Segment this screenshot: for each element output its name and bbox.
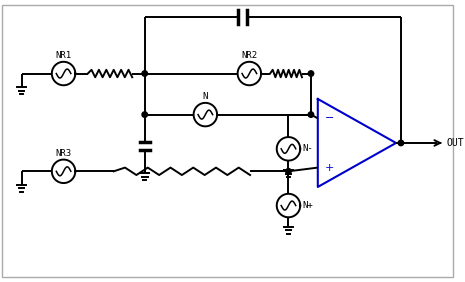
FancyBboxPatch shape (2, 5, 453, 277)
Text: NR2: NR2 (241, 51, 258, 60)
Circle shape (308, 112, 314, 117)
Text: +: + (325, 163, 334, 173)
Text: N: N (203, 92, 208, 101)
Circle shape (142, 112, 147, 117)
Text: −: − (325, 113, 334, 123)
Circle shape (398, 140, 404, 146)
Circle shape (286, 169, 291, 174)
Circle shape (308, 71, 314, 76)
Text: N-: N- (302, 144, 313, 153)
Text: N+: N+ (302, 201, 313, 210)
Text: NR3: NR3 (55, 149, 72, 158)
Text: OUT: OUT (447, 138, 465, 148)
Circle shape (142, 71, 147, 76)
Text: NR1: NR1 (55, 51, 72, 60)
